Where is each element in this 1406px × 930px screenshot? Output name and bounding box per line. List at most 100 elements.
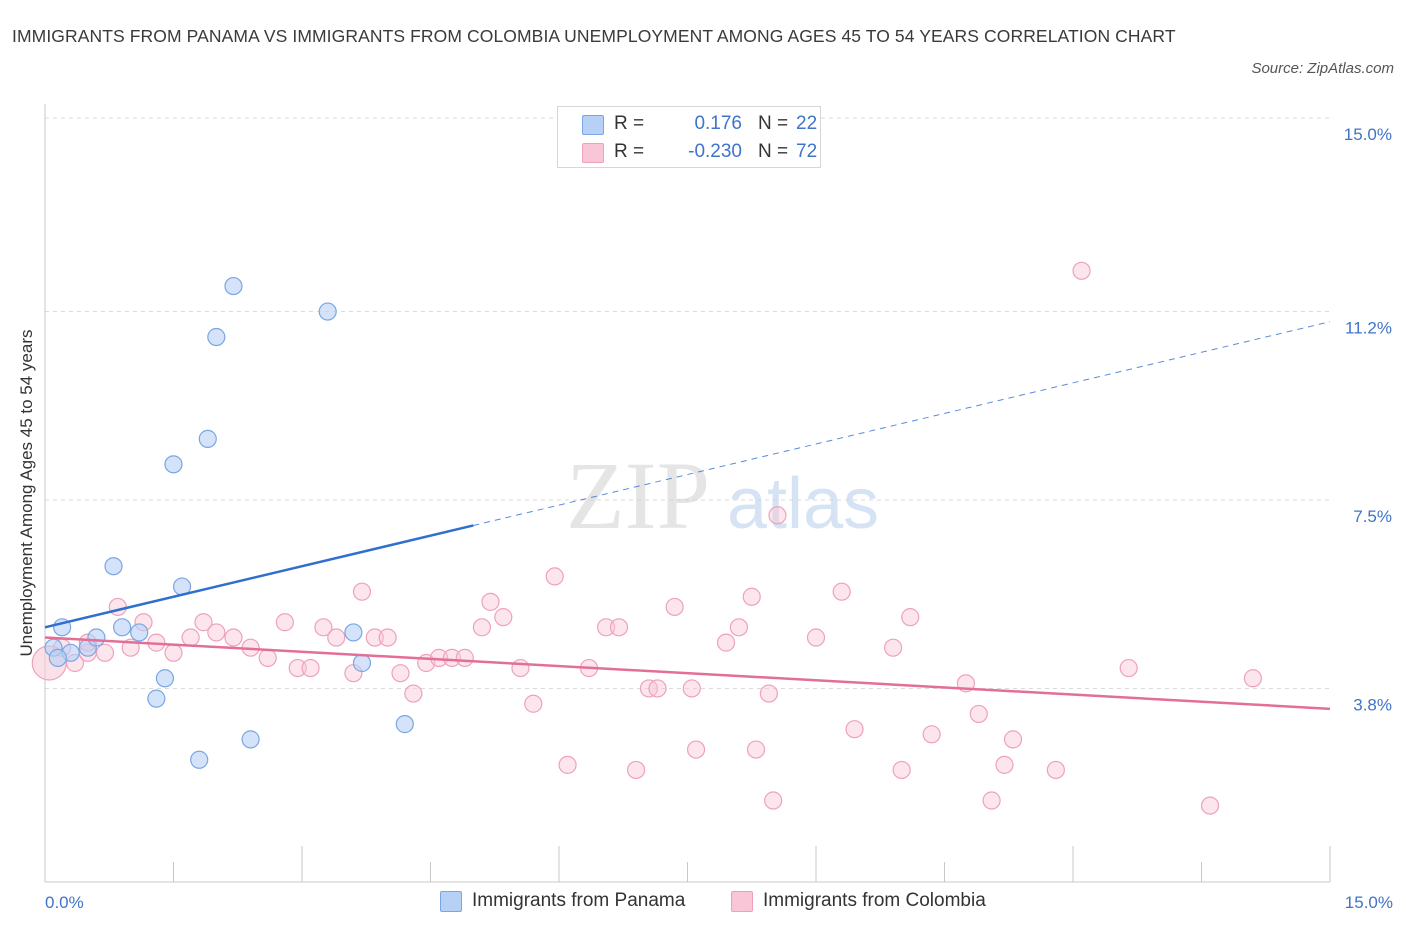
colombia-point: [768, 506, 787, 525]
panama-point: [164, 455, 183, 474]
y-tick-label: 11.2%: [1345, 319, 1392, 338]
colombia-point: [832, 582, 851, 601]
colombia-point: [686, 740, 706, 759]
colombia-point: [301, 658, 320, 678]
y-tick-label: 7.5%: [1353, 507, 1392, 526]
colombia-point: [481, 592, 500, 611]
colombia-point: [1046, 760, 1065, 780]
series-panama: [44, 276, 414, 769]
x-tick-label: 0.0%: [45, 893, 84, 912]
panama-trend-line: [44, 524, 474, 629]
gridlines: [45, 117, 1330, 689]
legend-n-value: 22: [796, 113, 818, 134]
colombia-point: [327, 628, 346, 647]
legend-r-value: 0.176: [694, 113, 742, 134]
colombia-point: [648, 679, 667, 698]
colombia-point: [742, 587, 761, 606]
colombia-point: [901, 608, 920, 627]
colombia-point: [511, 658, 530, 678]
colombia-point: [845, 720, 864, 739]
panama-point: [87, 628, 106, 647]
watermark-zip: ZIP: [566, 442, 710, 549]
colombia-point: [1243, 669, 1263, 688]
colombia-point: [164, 643, 183, 662]
colombia-point: [1072, 261, 1091, 280]
colombia-point: [1200, 796, 1220, 815]
colombia-trend-line: [44, 636, 1331, 711]
panama-point: [104, 557, 123, 576]
x-tick-label: 15.0%: [1345, 893, 1393, 912]
legend-r-label: R =: [614, 141, 645, 162]
colombia-point: [352, 582, 372, 601]
panama-point: [224, 276, 243, 296]
colombia-point: [626, 760, 646, 780]
colombia-point: [764, 791, 783, 810]
colombia-point: [969, 704, 988, 724]
colombia-point: [729, 618, 749, 637]
correlation-legend: R = 0.176 N = 22 R = -0.230 N = 72: [557, 106, 821, 168]
panama-point: [395, 715, 414, 734]
panama-point: [344, 623, 363, 642]
colombia-point: [365, 628, 384, 647]
colombia-point: [759, 684, 778, 703]
colombia-point: [224, 628, 243, 647]
colombia-point: [545, 567, 564, 586]
colombia-point: [883, 638, 903, 657]
colombia-point: [391, 664, 410, 683]
y-tick-label: 3.8%: [1353, 695, 1392, 714]
panama-trend-extension: [473, 321, 1331, 526]
colombia-point: [1119, 658, 1138, 678]
legend-swatch-panama: [582, 115, 604, 135]
y-axis-label: Unemployment Among Ages 45 to 54 years: [17, 329, 36, 657]
legend-r-value: -0.230: [688, 141, 742, 162]
colombia-point: [472, 618, 491, 637]
panama-point: [241, 730, 260, 749]
colombia-point: [597, 618, 616, 637]
watermark: ZIP atlas: [566, 442, 879, 549]
colombia-point: [524, 694, 543, 713]
colombia-point: [494, 608, 513, 627]
legend-n-value: 72: [796, 141, 818, 162]
panama-point: [352, 653, 372, 673]
panama-point: [207, 327, 226, 347]
colombia-point: [442, 648, 462, 667]
bottom-legend-label-panama: Immigrants from Panama: [472, 890, 686, 911]
colombia-point: [982, 791, 1001, 810]
colombia-point: [404, 684, 423, 703]
bottom-legend-swatch-colombia: [731, 891, 753, 912]
colombia-point: [314, 618, 333, 637]
axes: [44, 104, 1331, 883]
panama-point: [190, 750, 209, 769]
watermark-atlas: atlas: [727, 464, 879, 544]
colombia-point: [682, 679, 701, 698]
colombia-point: [258, 648, 277, 667]
trend-lines: [44, 321, 1331, 711]
colombia-point: [194, 613, 213, 632]
panama-point: [48, 648, 67, 667]
bottom-legend-label-colombia: Immigrants from Colombia: [763, 890, 986, 911]
panama-point: [130, 623, 149, 642]
legend-n-label: N =: [758, 141, 789, 162]
colombia-point: [378, 628, 397, 647]
colombia-point: [746, 740, 766, 759]
colombia-point: [207, 623, 226, 642]
panama-point: [155, 669, 175, 688]
colombia-point: [1003, 730, 1023, 749]
colombia-point: [275, 613, 294, 632]
colombia-point: [95, 643, 115, 662]
panama-point: [318, 302, 337, 321]
colombia-point: [665, 597, 684, 617]
panama-point: [147, 689, 166, 708]
colombia-point: [609, 618, 629, 637]
panama-point: [112, 618, 132, 637]
colombia-point: [288, 658, 307, 678]
source-credit: Source: ZipAtlas.com: [1251, 60, 1394, 77]
colombia-point: [455, 648, 474, 667]
bottom-legend-swatch-panama: [440, 891, 462, 912]
legend-r-label: R =: [614, 113, 645, 134]
panama-point: [198, 429, 217, 448]
y-tick-label: 15.0%: [1344, 125, 1392, 144]
colombia-point: [806, 628, 826, 647]
colombia-point: [558, 755, 577, 774]
